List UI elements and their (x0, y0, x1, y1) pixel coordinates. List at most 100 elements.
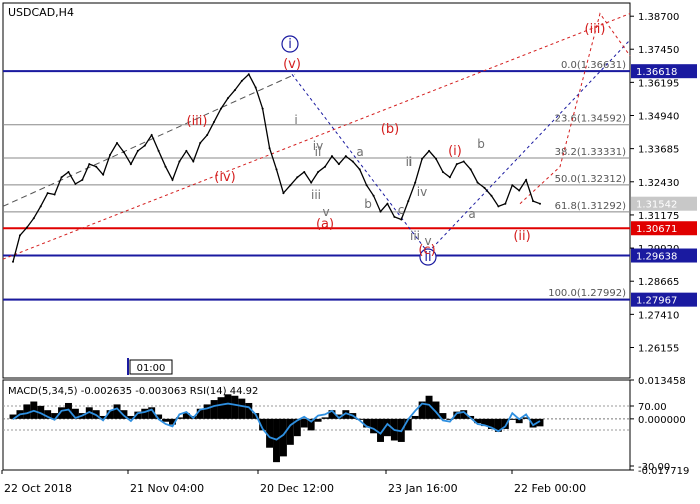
time-axis-label: 22 Feb 00:00 (514, 482, 586, 495)
macd-histogram-bar (404, 418, 412, 431)
time-axis-label: 21 Nov 04:00 (130, 482, 204, 495)
price-point (12, 260, 14, 263)
price-point (122, 151, 125, 154)
price-point (490, 194, 493, 197)
price-point (53, 193, 56, 196)
price-tick-label: 1.33685 (638, 145, 679, 156)
macd-histogram-bar (224, 394, 232, 419)
price-point (407, 200, 410, 203)
level-price-label: 1.27967 (636, 296, 677, 307)
forecast-path (519, 12, 631, 205)
cursor-time-label: 01:00 (137, 363, 166, 374)
price-tick-label: 1.26155 (638, 343, 679, 354)
macd-histogram-bar (23, 404, 31, 419)
price-point (116, 141, 119, 144)
price-point (518, 189, 521, 192)
macd-histogram-bar (113, 404, 121, 419)
fib-level-label: 0.0(1.36631) (561, 60, 626, 71)
price-point (95, 165, 98, 168)
fib-level-label: 38.2(1.33331) (555, 147, 627, 158)
macd-histogram-bar (529, 418, 537, 428)
price-point (455, 163, 458, 166)
macd-histogram-bar (279, 418, 287, 457)
wave-label: (v) (283, 57, 301, 72)
level-price-label: 1.36618 (636, 67, 677, 78)
macd-histogram-bar (286, 418, 294, 445)
wave-label: iv (313, 139, 323, 153)
price-point (421, 157, 424, 160)
macd-histogram-bar (231, 395, 239, 419)
price-tick-label: 1.27410 (638, 310, 679, 321)
wave-connector (427, 39, 631, 253)
fib-level-label: 50.0(1.32312) (555, 174, 627, 185)
macd-histogram-bar (51, 413, 59, 419)
price-point (372, 194, 375, 197)
fib-level-label: 61.8(1.31292) (555, 201, 627, 212)
price-point (25, 226, 28, 229)
price-tick-label: 1.32430 (638, 178, 679, 189)
price-point (303, 171, 306, 174)
macd-histogram-bar (494, 418, 502, 432)
level-price-badge (631, 248, 697, 263)
macd-histogram-bar (155, 414, 163, 419)
macd-histogram-bar (210, 400, 218, 419)
wave-label: b (477, 137, 485, 151)
macd-histogram-bar (307, 418, 315, 431)
wave-label: b (364, 197, 372, 211)
price-point (337, 163, 340, 166)
indicator-panel-frame (2, 379, 631, 471)
wave-label: (iv) (214, 170, 235, 185)
macd-histogram-bar (536, 418, 544, 427)
level-price-badge (631, 292, 697, 307)
wave-label: v (322, 205, 329, 219)
macd-histogram-bar (383, 418, 391, 437)
price-point (199, 141, 202, 144)
price-point (539, 202, 541, 205)
time-axis-label: 23 Jan 16:00 (388, 482, 458, 495)
macd-histogram-bar (85, 407, 93, 419)
wave-label: ii (424, 250, 431, 265)
price-point (81, 178, 84, 181)
indicator-tick-label: 70.00 (638, 402, 667, 413)
wave-circle (281, 35, 299, 53)
price-point (171, 178, 174, 181)
price-point (192, 160, 195, 163)
current-price-badge (631, 196, 697, 211)
macd-histogram-bar (182, 413, 190, 419)
macd-histogram-bar (162, 418, 170, 422)
wave-label: a (356, 145, 363, 159)
wave-label: (a) (316, 217, 334, 232)
wave-connector (291, 73, 429, 253)
price-point (102, 173, 105, 176)
wave-label: ii (406, 155, 413, 169)
wave-label: ii (315, 145, 322, 159)
wave-label: iv (417, 185, 427, 199)
macd-histogram-bar (432, 401, 440, 419)
macd-histogram-bar (44, 410, 52, 419)
price-point (400, 218, 403, 221)
price-point (206, 134, 209, 137)
price-point (476, 181, 479, 184)
wave-label: (ii) (513, 229, 530, 244)
price-point (129, 163, 132, 166)
price-point (358, 168, 361, 171)
price-point (254, 86, 257, 89)
macd-histogram-bar (328, 410, 336, 419)
macd-histogram-bar (217, 397, 225, 419)
wave-label: (iii) (187, 114, 208, 129)
price-point (462, 160, 465, 163)
price-point (268, 147, 271, 150)
macd-histogram-bar (106, 410, 114, 419)
price-point (226, 97, 229, 100)
wave-circle (419, 248, 437, 266)
macd-histogram-bar (99, 415, 107, 419)
time-axis-label: 20 Dec 12:00 (260, 482, 334, 495)
price-point (289, 184, 292, 187)
macd-histogram-bar (300, 418, 308, 428)
price-point (414, 181, 417, 184)
macd-histogram-bar (474, 418, 482, 424)
price-point (136, 149, 139, 152)
macd-histogram-bar (9, 414, 17, 419)
price-point (60, 176, 63, 179)
